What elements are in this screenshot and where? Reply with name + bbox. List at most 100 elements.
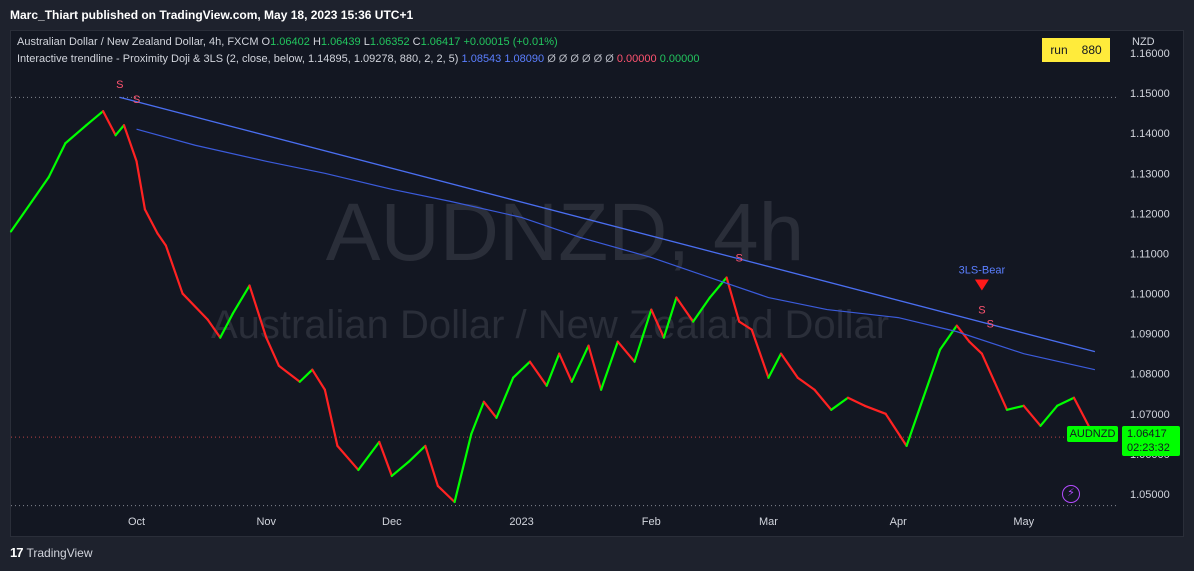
price-segment: [470, 400, 485, 435]
price-segment: [85, 110, 105, 127]
open-value: 1.06402: [270, 36, 310, 48]
axis-unit: NZD: [1132, 36, 1155, 48]
price-segment: [311, 368, 326, 391]
price-segment: [675, 296, 695, 323]
run-value: 880: [1081, 43, 1102, 57]
price-segment: [1039, 404, 1059, 427]
price-segment: [846, 396, 866, 407]
price-segment: [390, 460, 410, 478]
price-segment: [662, 296, 678, 339]
signal-label: S: [133, 94, 140, 106]
x-tick-label: Dec: [382, 516, 402, 528]
price-segment: [545, 352, 561, 387]
footer: 17 TradingView: [10, 545, 93, 560]
price-segment: [156, 232, 167, 247]
price-segment: [905, 396, 925, 447]
y-tick-label: 1.09000: [1130, 329, 1170, 341]
price-segment: [558, 352, 573, 383]
bar-countdown: 02:23:32: [1127, 442, 1170, 454]
price-segment: [708, 276, 728, 299]
price-segment: [813, 388, 833, 411]
y-tick-label: 1.16000: [1130, 48, 1170, 60]
symbol-description[interactable]: Australian Dollar / New Zealand Dollar, …: [17, 36, 259, 48]
price-segment: [767, 352, 783, 379]
price-segment: [357, 440, 381, 472]
price-segment: [424, 444, 439, 488]
price-segment: [738, 320, 753, 331]
price-segment: [980, 352, 996, 383]
price-segment: [181, 292, 209, 321]
price-segment: [114, 124, 126, 137]
price-segment: [47, 142, 67, 179]
price-segment: [512, 360, 532, 379]
indicator-empty-values: Ø Ø Ø Ø Ø Ø: [547, 53, 614, 65]
indicator-legend: Interactive trendline - Proximity Doji &…: [17, 53, 699, 65]
price-segment: [143, 208, 159, 235]
price-segment: [64, 124, 88, 145]
y-tick-label: 1.15000: [1130, 88, 1170, 100]
x-tick-label: Mar: [759, 516, 778, 528]
price-segment: [135, 160, 147, 211]
price-segment: [231, 284, 251, 315]
tradingview-brand[interactable]: TradingView: [26, 545, 93, 560]
pattern-label: 3LS-Bear: [959, 265, 1006, 277]
price-segment: [830, 396, 850, 411]
y-tick-label: 1.14000: [1130, 128, 1170, 140]
price-segment: [495, 376, 515, 419]
signal-label: S: [978, 305, 985, 317]
price-segment: [378, 440, 393, 478]
y-tick-label: 1.05000: [1130, 489, 1170, 501]
price-segment: [9, 200, 34, 233]
high-value: 1.06439: [320, 36, 361, 48]
price-segment: [1005, 404, 1025, 411]
price-segment: [122, 124, 138, 163]
price-segment: [570, 344, 590, 383]
indicator-value-3: 0.00000: [616, 53, 657, 65]
y-tick-label: 1.08000: [1130, 369, 1170, 381]
x-tick-label: 2023: [509, 516, 533, 528]
price-segment: [599, 340, 619, 391]
price-segment: [219, 312, 234, 339]
price-segment: [725, 276, 741, 323]
low-label: L: [363, 36, 370, 48]
price-segment: [863, 404, 887, 415]
price-segment: [692, 296, 711, 323]
symbol-tag: AUDNZD: [1067, 426, 1118, 442]
price-segment: [633, 308, 653, 363]
run-label: run: [1050, 43, 1068, 57]
price-segment: [277, 364, 301, 383]
lightning-icon[interactable]: ⚡: [1062, 485, 1080, 503]
x-tick-label: Apr: [890, 516, 907, 528]
y-tick-label: 1.11000: [1130, 248, 1169, 260]
price-segment: [298, 368, 314, 383]
chart-panel[interactable]: [10, 30, 1184, 537]
run-badge: run 880: [1042, 38, 1110, 62]
tradingview-logo-icon: 17: [10, 545, 24, 560]
publish-info: Marc_Thiart published on TradingView.com…: [10, 8, 414, 22]
price-segment: [164, 244, 184, 295]
x-tick-label: May: [1013, 516, 1034, 528]
ma-line: [136, 128, 1096, 371]
y-tick-label: 1.12000: [1130, 208, 1170, 220]
publish-header: Marc_Thiart published on TradingView.com…: [0, 0, 1194, 30]
price-segment: [407, 444, 427, 464]
price-segment: [265, 336, 280, 367]
price-segment: [796, 376, 816, 391]
price-segment: [993, 380, 1009, 411]
last-price: 1.06417: [1127, 428, 1167, 440]
price-segment: [922, 348, 942, 399]
price-segment: [587, 344, 603, 391]
price-segment: [248, 284, 268, 339]
signal-label: S: [987, 319, 994, 331]
high-label: H: [312, 36, 321, 48]
indicator-title[interactable]: Interactive trendline - Proximity Doji &…: [17, 53, 459, 65]
price-segment: [616, 340, 636, 363]
price-segment: [101, 110, 117, 137]
x-tick-label: Nov: [256, 516, 276, 528]
price-segment: [206, 318, 222, 339]
signal-label: S: [736, 252, 743, 264]
price-segment: [436, 484, 456, 504]
close-label: C: [412, 36, 421, 48]
change-value: +0.00015 (+0.01%): [463, 36, 558, 48]
